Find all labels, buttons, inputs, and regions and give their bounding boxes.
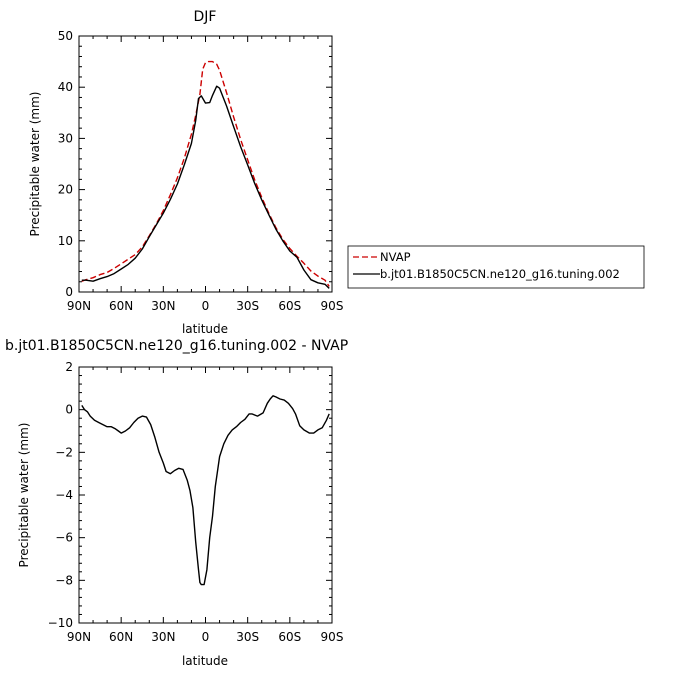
bottom-x-tick-label: 30S	[236, 630, 259, 644]
bottom-x-tick-label: 60S	[278, 630, 301, 644]
top-y-tick-label: 40	[58, 80, 73, 94]
top-x-tick-label: 60N	[109, 299, 133, 313]
bottom-x-tick-label: 0	[202, 630, 210, 644]
top-panel: DJF 90N 60N 30N 0 30S 60S 90S 0 10 20 30 40 50 latit…	[28, 9, 343, 336]
bottom-series-line-difference	[81, 395, 330, 586]
bottom-y-tick-label: 2	[65, 360, 73, 374]
top-plot-frame	[78, 35, 333, 293]
bottom-x-tick-label: 30N	[151, 630, 175, 644]
bottom-y-axis-label: Precipitable water (mm)	[17, 423, 31, 568]
top-x-axis-label: latitude	[182, 322, 228, 336]
top-y-tick-label: 10	[58, 234, 73, 248]
bottom-plot-frame	[78, 366, 333, 624]
bottom-y-tick-label: 0	[65, 403, 73, 417]
top-x-tick-label: 90N	[67, 299, 91, 313]
bottom-x-axis-label: latitude	[182, 654, 228, 668]
legend: NVAP b.jt01.B1850C5CN.ne120_g16.tuning.0…	[347, 245, 645, 289]
top-series-group	[81, 60, 330, 289]
top-y-tick-label: 0	[65, 285, 73, 299]
top-y-tick-label: 20	[58, 183, 73, 197]
top-chart-title: DJF	[194, 9, 217, 25]
bottom-y-tick-label: −8	[55, 573, 73, 587]
bottom-x-tick-label: 60N	[109, 630, 133, 644]
legend-label-model: b.jt01.B1850C5CN.ne120_g16.tuning.002	[380, 267, 620, 281]
bottom-panel: b.jt01.B1850C5CN.ne120_g16.tuning.002 - …	[5, 338, 348, 668]
top-axis-ticks: 90N 60N 30N 0 30S 60S 90S 0 10 20 30 40 50	[58, 29, 344, 313]
bottom-x-tick-label: 90S	[321, 630, 344, 644]
top-y-axis-label: Precipitable water (mm)	[28, 92, 42, 237]
top-x-tick-label: 30S	[236, 299, 259, 313]
top-x-tick-label: 60S	[278, 299, 301, 313]
top-x-tick-label: 30N	[151, 299, 175, 313]
bottom-y-tick-label: −10	[48, 616, 73, 630]
top-series-line-nvap	[81, 60, 330, 287]
bottom-series-group	[81, 395, 330, 586]
top-y-tick-label: 50	[58, 29, 73, 43]
bottom-axis-ticks: 90N 60N 30N 0 30S 60S 90S −10 −8 −6 −4 −2 0 2	[48, 360, 344, 644]
top-y-tick-label: 30	[58, 131, 73, 145]
bottom-x-tick-label: 90N	[67, 630, 91, 644]
top-series-line-model	[81, 85, 330, 289]
bottom-y-tick-label: −2	[55, 445, 73, 459]
legend-box	[347, 245, 645, 289]
bottom-y-tick-label: −4	[55, 488, 73, 502]
top-x-tick-label: 0	[202, 299, 210, 313]
bottom-chart-title: b.jt01.B1850C5CN.ne120_g16.tuning.002 - …	[5, 338, 348, 354]
legend-label-nvap: NVAP	[380, 250, 411, 264]
top-x-tick-label: 90S	[321, 299, 344, 313]
bottom-y-tick-label: −6	[55, 531, 73, 545]
